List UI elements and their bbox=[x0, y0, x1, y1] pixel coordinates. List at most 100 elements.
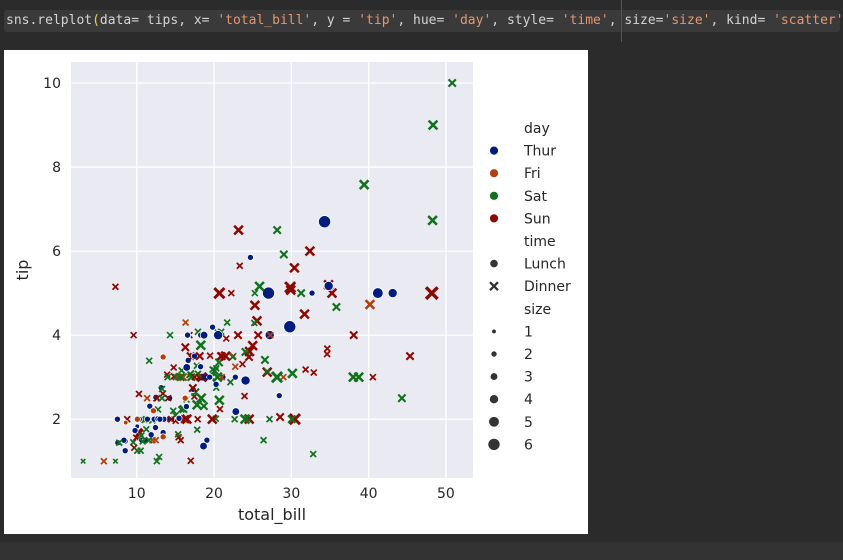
data-point bbox=[310, 368, 318, 377]
x-stroke bbox=[250, 319, 258, 327]
x-stroke bbox=[80, 458, 86, 464]
data-point bbox=[231, 407, 241, 416]
data-point bbox=[175, 373, 184, 381]
data-point bbox=[323, 350, 331, 358]
data-point bbox=[139, 437, 147, 445]
x-stroke bbox=[285, 284, 297, 296]
x-stroke bbox=[142, 425, 150, 433]
data-point bbox=[201, 373, 209, 381]
data-point bbox=[358, 179, 370, 190]
x-stroke bbox=[427, 215, 438, 226]
x-stroke bbox=[251, 289, 259, 297]
y-tick-label: 8 bbox=[52, 160, 61, 176]
data-point bbox=[142, 425, 150, 433]
x-stroke bbox=[167, 415, 175, 423]
x-stroke bbox=[158, 394, 166, 402]
x-stroke bbox=[323, 350, 331, 358]
x-stroke bbox=[331, 302, 341, 312]
x-stroke bbox=[185, 369, 195, 379]
data-point bbox=[194, 415, 202, 423]
data-point bbox=[113, 415, 121, 423]
legend-marker-size bbox=[489, 372, 499, 381]
data-point bbox=[146, 402, 154, 410]
data-point bbox=[151, 424, 159, 432]
data-point bbox=[233, 330, 243, 340]
x-stroke bbox=[195, 392, 207, 404]
x-stroke bbox=[222, 334, 230, 343]
x-stroke bbox=[238, 360, 247, 368]
x-stroke bbox=[233, 224, 244, 236]
data-point bbox=[349, 330, 359, 340]
y-tick-label: 4 bbox=[52, 328, 61, 344]
data-point bbox=[164, 394, 172, 402]
data-point bbox=[250, 319, 258, 327]
data-point bbox=[212, 371, 223, 383]
data-point bbox=[159, 353, 167, 361]
grid-lines bbox=[71, 62, 473, 478]
data-point bbox=[266, 331, 274, 339]
x-stroke bbox=[145, 357, 153, 365]
data-point bbox=[199, 401, 209, 411]
x-tick-label: 40 bbox=[360, 486, 378, 502]
data-point bbox=[279, 250, 289, 259]
x-stroke bbox=[369, 373, 377, 381]
x-tick-label: 50 bbox=[437, 486, 455, 502]
data-point bbox=[302, 366, 310, 374]
x-stroke bbox=[194, 415, 202, 423]
x-stroke bbox=[254, 281, 265, 292]
data-point bbox=[166, 331, 174, 339]
data-point bbox=[181, 394, 189, 402]
data-point bbox=[122, 419, 129, 426]
x-stroke bbox=[175, 373, 184, 381]
plot-background bbox=[71, 62, 473, 478]
x-stroke bbox=[193, 426, 201, 434]
data-point bbox=[158, 385, 166, 393]
code-input[interactable] bbox=[4, 10, 840, 32]
x-stroke bbox=[191, 373, 199, 381]
x-stroke bbox=[111, 283, 119, 291]
data-point bbox=[275, 392, 283, 400]
x-stroke bbox=[231, 415, 239, 423]
legend-marker-size bbox=[491, 328, 497, 335]
data-point bbox=[253, 330, 263, 340]
x-stroke bbox=[178, 372, 188, 382]
data-point bbox=[197, 363, 205, 371]
data-point bbox=[296, 288, 306, 298]
code-token: , size= bbox=[608, 13, 664, 28]
data-point bbox=[287, 368, 298, 379]
data-point bbox=[131, 427, 139, 435]
data-point bbox=[186, 372, 196, 382]
x-stroke bbox=[182, 318, 190, 327]
x-stroke bbox=[247, 340, 258, 351]
data-point bbox=[180, 414, 190, 424]
x-stroke bbox=[216, 351, 226, 361]
x-stroke bbox=[166, 331, 174, 339]
x-stroke bbox=[212, 371, 223, 383]
data-point bbox=[135, 390, 143, 398]
data-point bbox=[145, 436, 153, 444]
data-point bbox=[206, 352, 214, 360]
x-stroke bbox=[233, 330, 243, 340]
data-point bbox=[188, 383, 198, 393]
x-stroke bbox=[132, 434, 140, 442]
data-point bbox=[299, 308, 310, 320]
x-stroke bbox=[323, 345, 331, 353]
x-stroke bbox=[223, 318, 231, 327]
x-tick-label: 10 bbox=[128, 486, 146, 502]
legend-marker-size bbox=[488, 394, 499, 405]
data-point bbox=[287, 414, 297, 424]
data-point bbox=[214, 394, 225, 406]
data-point bbox=[369, 373, 377, 381]
data-point bbox=[353, 371, 365, 383]
data-point bbox=[397, 393, 407, 403]
x-stroke bbox=[186, 372, 196, 382]
data-point bbox=[158, 394, 166, 402]
data-point bbox=[182, 403, 190, 411]
data-point bbox=[182, 363, 191, 372]
data-point bbox=[260, 355, 270, 365]
data-point bbox=[180, 342, 190, 352]
output-figure: 10 20 30 40 50 2 4 6 8 10 total_bill tip day Thur F… bbox=[4, 50, 588, 534]
data-point bbox=[196, 341, 204, 349]
data-point bbox=[193, 426, 201, 434]
legend-label-day: Thur bbox=[523, 144, 556, 160]
